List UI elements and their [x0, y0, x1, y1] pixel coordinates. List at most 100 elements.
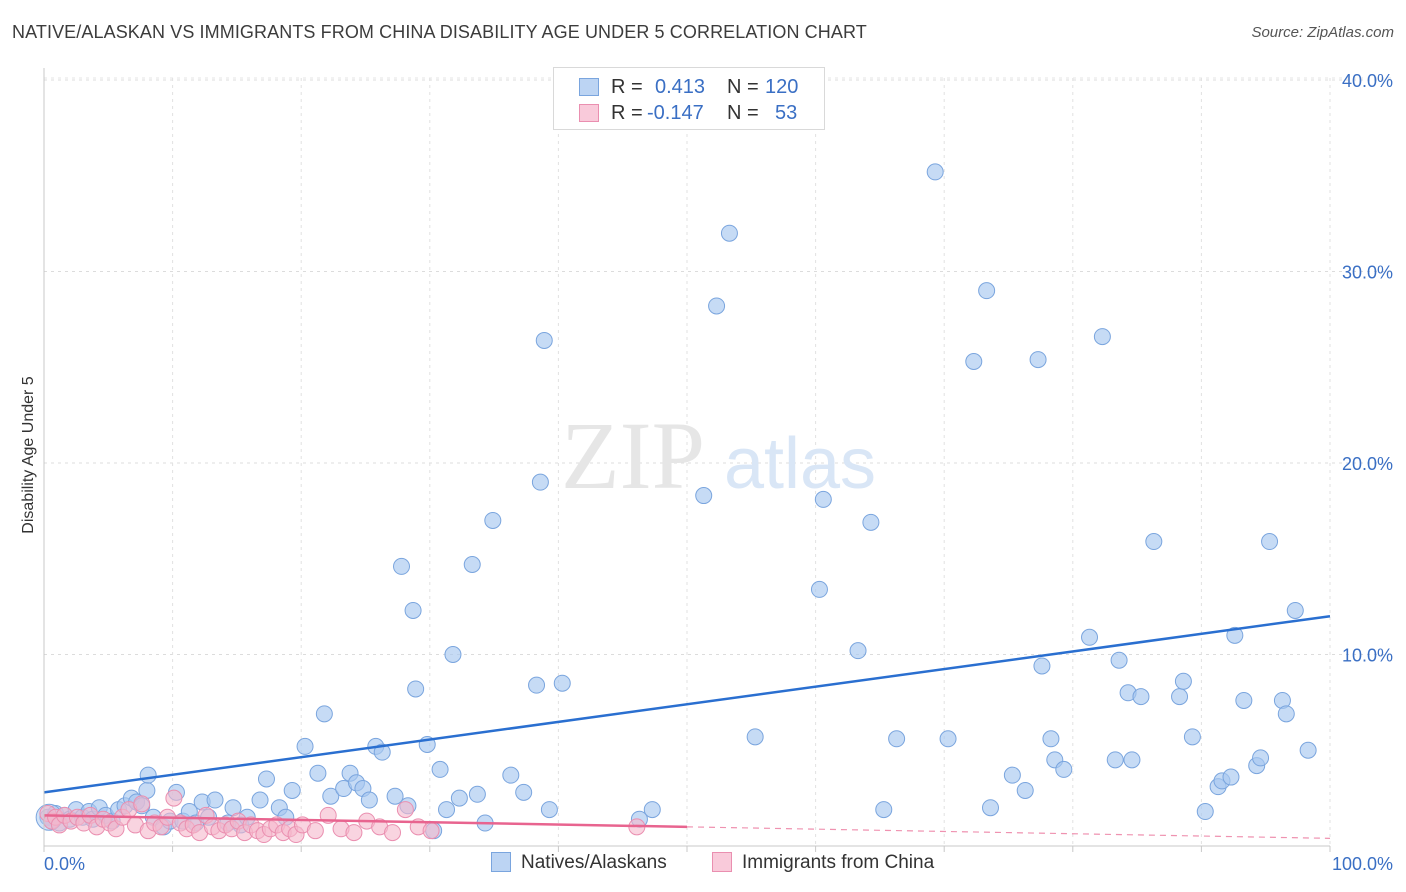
- data-point-natives: [535, 331, 553, 349]
- legend-r-value: -0.147: [647, 102, 704, 124]
- data-point-natives: [502, 766, 520, 784]
- y-tick-label: 10.0%: [1342, 646, 1393, 666]
- data-point-natives: [1033, 657, 1051, 675]
- legend-r-label: R =: [611, 76, 643, 98]
- data-point-natives: [1183, 728, 1201, 746]
- data-point-natives: [407, 680, 425, 698]
- watermark-atlas: atlas: [724, 424, 876, 504]
- trend-line-natives: [43, 614, 1331, 794]
- data-point-natives: [939, 730, 957, 748]
- data-point-natives: [1110, 651, 1128, 669]
- bottom-legend-china: Immigrants from China: [712, 852, 934, 874]
- correlation-legend: R = 0.413 N = 120 R = -0.147 N = 53: [553, 67, 825, 130]
- data-point-china: [133, 795, 151, 813]
- legend-r-label: R =: [611, 102, 643, 124]
- data-point-natives: [1081, 628, 1099, 646]
- trend-line-china: [43, 814, 688, 829]
- data-point-natives: [360, 791, 378, 809]
- data-point-natives: [1252, 749, 1270, 767]
- data-point-natives: [1226, 626, 1244, 644]
- legend-swatch-china: [579, 104, 599, 122]
- data-point-natives: [1042, 730, 1060, 748]
- data-point-natives: [438, 801, 456, 819]
- x-tick-label: 0.0%: [44, 854, 85, 874]
- y-tick-label: 40.0%: [1342, 71, 1393, 91]
- data-point-natives: [404, 601, 422, 619]
- data-point-natives: [431, 760, 449, 778]
- data-point-china: [345, 824, 363, 842]
- data-point-natives: [257, 770, 275, 788]
- data-point-natives: [463, 555, 481, 573]
- legend-n-value: 120: [765, 76, 799, 98]
- x-tick-label: 100.0%: [1332, 854, 1393, 874]
- data-point-natives: [444, 646, 462, 663]
- data-point-natives: [888, 730, 906, 748]
- data-point-natives: [531, 473, 549, 491]
- data-point-natives: [1261, 533, 1279, 551]
- bottom-legend-swatch-china: [712, 852, 732, 872]
- data-point-natives: [1093, 328, 1111, 346]
- data-point-natives: [746, 728, 764, 746]
- watermark-zip: ZIP: [561, 402, 705, 509]
- data-point-natives: [373, 743, 391, 761]
- data-point-natives: [810, 580, 828, 598]
- data-point-natives: [206, 791, 224, 809]
- y-axis-label: Disability Age Under 5: [20, 376, 37, 534]
- data-point-natives: [1029, 351, 1047, 369]
- data-point-natives: [1235, 691, 1253, 709]
- bottom-legend-natives: Natives/Alaskans: [491, 852, 667, 874]
- data-point-natives: [283, 781, 301, 799]
- data-point-natives: [468, 785, 486, 803]
- data-point-natives: [515, 783, 533, 801]
- data-point-natives: [981, 799, 999, 817]
- data-point-natives: [1277, 705, 1295, 723]
- grid-lines: [44, 77, 1392, 846]
- trend-line-china-dashed: [686, 826, 1331, 839]
- data-point-natives: [814, 490, 832, 508]
- data-point-natives: [1299, 741, 1317, 759]
- watermark: ZIP atlas: [561, 402, 876, 509]
- data-point-natives: [540, 801, 558, 819]
- y-tick-label: 30.0%: [1342, 263, 1393, 283]
- data-point-china: [384, 824, 402, 842]
- data-point-natives: [965, 353, 983, 371]
- data-point-natives: [484, 511, 502, 529]
- data-point-china: [165, 789, 183, 807]
- data-point-natives: [386, 787, 404, 805]
- data-point-natives: [251, 791, 269, 809]
- trend-lines: [43, 614, 1331, 839]
- y-tick-label: 20.0%: [1342, 454, 1393, 474]
- bottom-legend-swatch-natives: [491, 852, 511, 872]
- data-point-natives: [553, 674, 571, 692]
- axes: 10.0% 20.0% 30.0% 40.0% 0.0% 100.0%: [43, 68, 1393, 874]
- data-point-natives: [1171, 688, 1189, 706]
- bottom-legend-label-natives: Natives/Alaskans: [521, 852, 667, 873]
- chart-title: NATIVE/ALASKAN VS IMMIGRANTS FROM CHINA …: [12, 22, 867, 42]
- data-point-natives: [309, 764, 327, 782]
- legend-r-value: 0.413: [655, 76, 706, 98]
- data-point-china: [396, 801, 414, 819]
- legend-n-label: N =: [727, 76, 759, 98]
- data-point-natives: [322, 787, 340, 805]
- data-point-natives: [1132, 688, 1150, 706]
- data-point-china: [422, 822, 440, 840]
- data-point-natives: [708, 297, 726, 315]
- data-point-natives: [1003, 766, 1021, 784]
- data-point-natives: [695, 487, 713, 505]
- data-point-natives: [1145, 533, 1163, 551]
- source-label: Source: ZipAtlas.com: [1251, 24, 1394, 41]
- data-point-natives: [1123, 751, 1141, 769]
- data-point-china: [306, 822, 324, 840]
- series-china-points: [39, 789, 646, 844]
- data-point-natives: [862, 513, 880, 531]
- data-point-natives: [1016, 781, 1034, 799]
- data-point-natives: [450, 789, 468, 807]
- data-point-natives: [393, 557, 411, 575]
- legend-n-label: N =: [727, 102, 759, 124]
- data-point-natives: [849, 642, 867, 660]
- data-point-natives: [978, 282, 996, 300]
- data-point-natives: [926, 163, 944, 181]
- bottom-legend-label-china: Immigrants from China: [742, 852, 935, 873]
- legend-n-value: 53: [775, 102, 798, 124]
